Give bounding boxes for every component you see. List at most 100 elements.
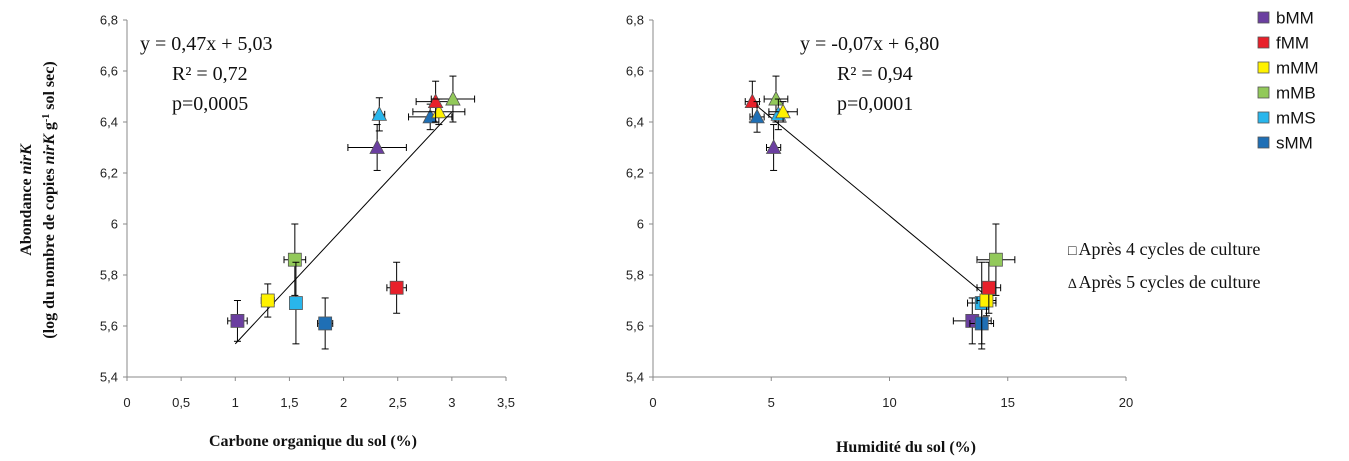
chart-humidite-x-label: Humidité du sol (%) — [836, 439, 976, 456]
chart-carbone-y-tick-label: 6,2 — [100, 166, 118, 181]
chart-carbone-point-fMM-square — [386, 261, 407, 314]
chart-carbone-pvalue: p=0,0005 — [172, 93, 248, 115]
chart-carbone-x-tick-label: 3,5 — [497, 395, 515, 410]
chart-humidite-x-tick-label: 20 — [1119, 395, 1133, 410]
legend-item-mMB: mMB — [1257, 84, 1316, 103]
chart-humidite-y-tick-label: 6,4 — [626, 115, 644, 130]
chart-carbone-ticks: 5,4 5,6 5,8 6 6,2 6,4 6,6 6,8 0 0,5 1 1,5 2 2,5 3 3,5 — [100, 13, 515, 411]
chart-carbone-point-bMM-square — [227, 300, 248, 342]
chart-humidite-x-tick-label: 15 — [1001, 395, 1015, 410]
legend-item-fMM: fMM — [1257, 34, 1309, 53]
chart-carbone-x-tick-label: 0 — [123, 395, 130, 410]
legend: bMM fMM mMM mMB mMS sMM — [1257, 9, 1318, 153]
chart-carbone-x-tick-label: 2,5 — [389, 395, 407, 410]
chart-carbone-point-mMS-triangle — [371, 97, 388, 132]
legend-label: mMS — [1276, 109, 1316, 128]
chart-carbone-axes — [126, 20, 506, 378]
chart-carbone-r2: R² = 0,72 — [172, 63, 248, 85]
chart-humidite-x-tick-label: 10 — [882, 395, 896, 410]
legend-swatch — [1257, 111, 1270, 124]
square-marker — [989, 252, 1003, 267]
square-marker — [260, 293, 275, 308]
legend-label: mMB — [1276, 84, 1316, 103]
chart-carbone-y-tick-label: 6,4 — [100, 115, 118, 130]
chart-humidite-x-tick-label: 5 — [768, 395, 775, 410]
chart-carbone-equation: y = 0,47x + 5,03 — [140, 33, 273, 55]
legend-label: fMM — [1276, 34, 1309, 53]
chart-carbone-point-mMB-triangle — [430, 75, 476, 123]
chart-humidite-ticks: 5,4 5,6 5,8 6 6,2 6,4 6,6 6,8 0 5 10 15 20 — [626, 13, 1133, 411]
chart-carbone-y-tick-label: 6 — [111, 217, 118, 232]
legend-label: mMM — [1276, 59, 1318, 78]
legend-item-mMM: mMM — [1257, 59, 1318, 78]
y-axis-label-line1: Abondance nirK — [18, 143, 35, 256]
y-axis-label-line2: (log du nombre de copies nirK g-1 sol se… — [41, 61, 59, 338]
legend-swatch — [1257, 86, 1270, 99]
marker-notes: □ Après 4 cycles de culture ∆ Après 5 cycl… — [1068, 239, 1261, 292]
chart-carbone-point-mMB-square — [283, 223, 307, 296]
chart-humidite-point-sMM-triangle — [749, 101, 765, 133]
chart-carbone-x-label: Carbone organique du sol (%) — [209, 433, 417, 450]
chart-carbone-x-tick-label: 3 — [448, 395, 455, 410]
chart-carbone-x-tick-label: 1 — [232, 395, 239, 410]
chart-carbone-points — [227, 75, 476, 350]
square-marker — [979, 293, 994, 308]
chart-humidite-y-tick-label: 6 — [637, 217, 644, 232]
square-marker — [389, 280, 404, 295]
chart-carbone-point-bMM-triangle — [347, 124, 407, 171]
chart-humidite-pvalue: p=0,0001 — [837, 93, 913, 115]
legend-item-mMS: mMS — [1257, 109, 1316, 128]
legend-label: sMM — [1276, 134, 1313, 153]
chart-humidite-y-tick-label: 6,8 — [626, 13, 644, 28]
chart-humidite-point-mMB-square — [976, 223, 1016, 296]
chart-humidite-y-tick-label: 5,4 — [626, 370, 644, 385]
chart-carbone-point-mMS-square — [289, 261, 303, 345]
chart-carbone-point-mMM-square — [260, 283, 275, 318]
marker-note-square: □ Après 4 cycles de culture — [1068, 239, 1260, 259]
chart-carbone-x-tick-label: 2 — [340, 395, 347, 410]
legend-swatch — [1257, 136, 1270, 149]
square-marker — [230, 313, 245, 328]
chart-humidite-equation: y = -0,07x + 6,80 — [800, 33, 939, 55]
chart-carbone-y-tick-label: 6,6 — [100, 64, 118, 79]
triangle-marker — [744, 93, 761, 108]
triangle-marker — [749, 108, 765, 124]
triangle-marker — [768, 90, 784, 106]
legend-swatch — [1257, 11, 1270, 24]
triangle-marker — [445, 90, 461, 106]
triangle-marker — [371, 105, 388, 121]
chart-carbone-y-tick-label: 5,6 — [100, 319, 118, 334]
chart-carbone-y-tick-label: 5,8 — [100, 268, 118, 283]
chart-humidite-point-mMM-triangle — [768, 101, 798, 123]
legend-item-sMM: sMM — [1257, 134, 1313, 153]
chart-humidite-r2: R² = 0,94 — [837, 63, 913, 85]
chart-carbone: 5,4 5,6 5,8 6 6,2 6,4 6,6 6,8 0 0,5 1 1,5 2 2,5 3 3,5 y… — [100, 13, 515, 451]
chart-humidite-point-bMM-triangle — [765, 124, 782, 171]
square-marker — [318, 316, 333, 331]
chart-humidite-x-tick-label: 0 — [649, 395, 656, 410]
triangle-marker — [765, 139, 782, 154]
chart-humidite-y-tick-label: 6,6 — [626, 64, 644, 79]
chart-carbone-y-tick-label: 6,8 — [100, 13, 118, 28]
chart-humidite-y-tick-label: 6,2 — [626, 166, 644, 181]
chart-humidite-trendline — [754, 103, 990, 299]
square-marker — [287, 252, 302, 267]
legend-label: bMM — [1276, 9, 1314, 28]
square-marker — [981, 280, 996, 295]
legend-swatch — [1257, 36, 1270, 49]
chart-carbone-x-tick-label: 0,5 — [172, 395, 190, 410]
chart-carbone-y-tick-label: 5,4 — [100, 370, 118, 385]
marker-note-triangle: ∆ Après 5 cycles de culture — [1068, 272, 1261, 292]
triangle-marker — [775, 103, 791, 119]
chart-humidite: 5,4 5,6 5,8 6 6,2 6,4 6,6 6,8 0 5 10 15 20 y = -0,07… — [626, 13, 1133, 457]
chart-carbone-x-tick-label: 1,5 — [280, 395, 298, 410]
legend-swatch — [1257, 61, 1270, 74]
chart-carbone-point-sMM-square — [317, 297, 334, 350]
chart-humidite-y-tick-label: 5,8 — [626, 268, 644, 283]
triangle-marker — [369, 139, 385, 154]
square-marker — [289, 296, 303, 310]
legend-item-bMM: bMM — [1257, 9, 1314, 28]
chart-humidite-points — [744, 75, 1016, 350]
triangle-marker — [427, 93, 444, 108]
